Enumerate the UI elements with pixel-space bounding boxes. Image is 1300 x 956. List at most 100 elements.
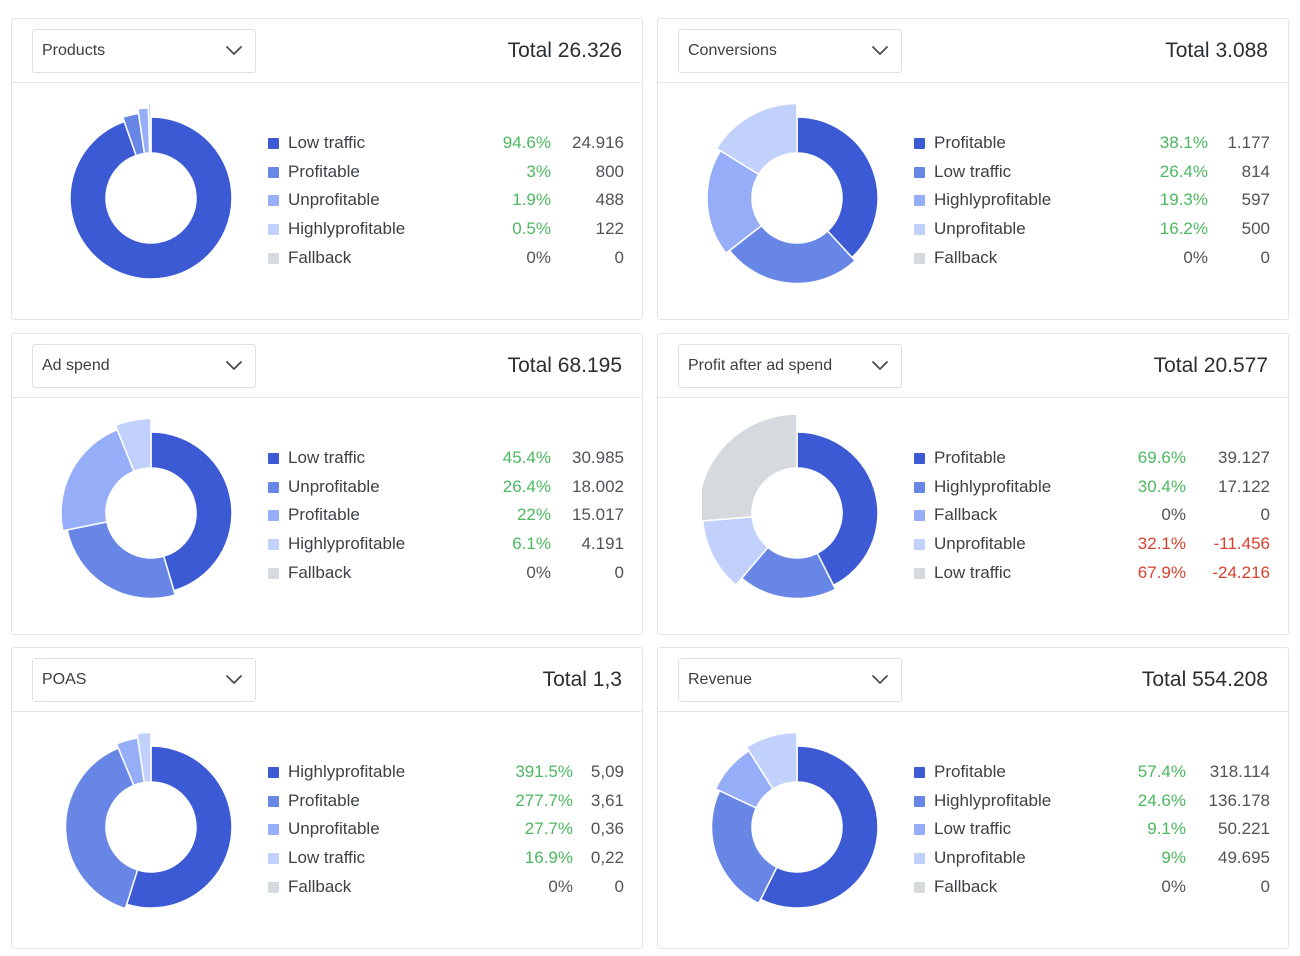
donut-slice-low-traffic[interactable] [69, 116, 233, 280]
donut-slice-profitable[interactable] [759, 745, 879, 909]
donut-slice-highlyprofitable[interactable] [710, 789, 778, 905]
chart-legend: Profitable 69.6% 39.127 Highlyprofitable 30.… [914, 445, 1270, 588]
donut-slice-profitable[interactable] [796, 431, 879, 587]
total-value: 68.195 [557, 354, 622, 377]
donut-slice-profitable[interactable] [64, 747, 139, 910]
donut-slice-low-traffic[interactable] [150, 431, 233, 592]
donut-slice-unprofitable[interactable] [66, 521, 177, 600]
legend-percent: 1.9% [512, 190, 551, 210]
legend-row-fallback: Fallback 0% 0 [914, 874, 1270, 903]
total-summary: Total 26.326 [508, 19, 622, 83]
legend-swatch [268, 767, 279, 778]
legend-percent: 0% [1161, 505, 1186, 525]
metric-dropdown[interactable]: Revenue [678, 658, 902, 702]
legend-row-fallback: Fallback 0% 0 [268, 245, 624, 274]
legend-row-profitable: Profitable 277.7% 3,61 [268, 788, 624, 817]
legend-swatch [914, 567, 925, 579]
legend-swatch [268, 510, 279, 522]
donut-chart [706, 102, 879, 285]
legend-percent: 9.1% [1147, 819, 1186, 839]
donut-slice-highlyprofitable[interactable] [114, 417, 152, 473]
legend-row-low-traffic: Low traffic 16.9% 0,22 [268, 845, 624, 874]
total-summary: Total 1,3 [543, 648, 622, 712]
chevron-down-icon [226, 46, 242, 55]
legend-value: 18.002 [572, 476, 624, 496]
legend-row-fallback: Fallback 0% 0 [268, 874, 624, 903]
total-summary: Total 68.195 [508, 334, 622, 398]
legend-row-unprofitable: Unprofitable 9% 49.695 [914, 845, 1270, 874]
legend-percent: 22% [516, 505, 551, 525]
legend-value: 39.127 [1218, 448, 1270, 467]
legend-row-profitable: Profitable 3% 800 [268, 159, 624, 188]
total-value: 26.326 [557, 39, 622, 62]
legend-category-label: Unprofitable [934, 848, 1026, 868]
legend-swatch [268, 853, 279, 865]
legend-swatch [914, 539, 925, 551]
legend-category-label: Fallback [288, 876, 352, 896]
total-label: Total [1165, 39, 1210, 62]
legend-category-label: Fallback [288, 562, 352, 582]
donut-slice-unprofitable[interactable] [745, 731, 798, 790]
total-summary: Total 554.208 [1142, 648, 1268, 712]
legend-percent: 27.7% [524, 819, 573, 839]
chart-legend: Low traffic 94.6% 24.916 Profitable 3% 800 Unp… [268, 130, 624, 273]
legend-value: 0 [1260, 505, 1270, 525]
total-label: Total [1153, 354, 1198, 377]
legend-value: 24.916 [572, 133, 624, 152]
legend-swatch [914, 166, 925, 178]
legend-swatch [914, 881, 925, 893]
chart-legend: Low traffic 45.4% 30.985 Unprofitable 26.4% 1… [268, 445, 624, 588]
legend-category-label: Highlyprofitable [288, 762, 406, 781]
legend-row-unprofitable: Unprofitable 27.7% 0,36 [268, 816, 624, 845]
card-header: Revenue Total 554.208 [658, 648, 1288, 712]
legend-category-label: Unprofitable [934, 534, 1026, 554]
metric-dropdown[interactable]: Profit after ad spend [678, 344, 902, 388]
legend-swatch [268, 795, 279, 807]
chevron-down-icon [226, 675, 242, 684]
legend-row-highlyprofitable: Highlyprofitable 24.6% 136.178 [914, 788, 1270, 817]
legend-category-label: Profitable [934, 448, 1006, 467]
total-label: Total [507, 39, 552, 62]
legend-value: 0,36 [590, 819, 624, 839]
legend-value: 3,61 [590, 790, 624, 810]
legend-row-highlyprofitable: Highlyprofitable 30.4% 17.122 [914, 474, 1270, 503]
legend-percent: 38.1% [1159, 133, 1208, 152]
donut-slice-profitable[interactable] [796, 116, 879, 259]
legend-value: 49.695 [1218, 848, 1270, 868]
donut-slice-low-traffic[interactable] [702, 414, 798, 522]
legend-category-label: Profitable [288, 161, 360, 181]
donut-slice-low-traffic[interactable] [728, 224, 857, 285]
legend-value: 4.191 [581, 534, 624, 554]
legend-row-low-traffic: Low traffic 9.1% 50.221 [914, 816, 1270, 845]
legend-swatch [268, 539, 279, 551]
metric-dropdown[interactable]: Ad spend [32, 344, 256, 388]
legend-category-label: Low traffic [288, 448, 366, 467]
legend-swatch [268, 881, 279, 893]
legend-value: 15.017 [572, 505, 624, 525]
legend-category-label: Fallback [934, 505, 998, 525]
legend-percent: 30.4% [1137, 476, 1186, 496]
legend-swatch [914, 481, 925, 493]
legend-category-label: Fallback [934, 876, 998, 896]
total-value: 1,3 [592, 668, 622, 691]
metric-dropdown[interactable]: Conversions [678, 29, 902, 73]
legend-category-label: Fallback [288, 247, 352, 267]
legend-swatch [914, 510, 925, 522]
donut-slice-highlyprofitable[interactable] [125, 745, 233, 909]
legend-value: -11.456 [1213, 534, 1270, 554]
card-revenue: Revenue Total 554.208 Profitable 57.4% 318.1… [657, 647, 1289, 949]
donut-slice-unprofitable[interactable] [715, 102, 798, 176]
metric-dropdown[interactable]: Products [32, 29, 256, 73]
donut-slice-low-traffic[interactable] [136, 731, 152, 784]
legend-percent: 45.4% [502, 448, 551, 467]
legend-row-fallback: Fallback 0% 0 [914, 502, 1270, 531]
legend-row-profitable: Profitable 57.4% 318.114 [914, 759, 1270, 788]
metric-dropdown[interactable]: POAS [32, 658, 256, 702]
legend-value: 0 [1260, 876, 1270, 896]
legend-swatch [914, 224, 925, 236]
card-header: Ad spend Total 68.195 [12, 334, 642, 398]
metric-dropdown-label: Revenue [688, 671, 753, 688]
donut-slice-highlyprofitable[interactable] [147, 102, 152, 154]
legend-percent: 16.9% [524, 848, 573, 868]
legend-row-low-traffic: Low traffic 67.9% -24.216 [914, 560, 1270, 589]
